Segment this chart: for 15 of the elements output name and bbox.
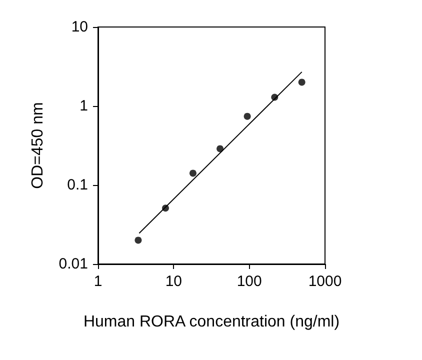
- point: [189, 170, 196, 177]
- y-tick-label: 10: [71, 18, 88, 36]
- x-axis-title: Human RORA concentration (ng/ml): [83, 314, 340, 330]
- x-tick-label: 100: [236, 273, 262, 290]
- y-tick-label: 0.01: [58, 256, 88, 272]
- point: [298, 78, 306, 86]
- x-tick-label: 1000: [308, 273, 342, 290]
- y-tick-label: 0.1: [67, 176, 88, 194]
- point: [244, 112, 251, 120]
- y-tick-label: 1: [80, 98, 88, 114]
- point: [216, 145, 224, 152]
- y-axis-title: OD=450 nm: [30, 102, 46, 189]
- x-tick-label: 1: [94, 273, 102, 290]
- x-tick-label: 10: [165, 273, 182, 290]
- point: [134, 236, 142, 244]
